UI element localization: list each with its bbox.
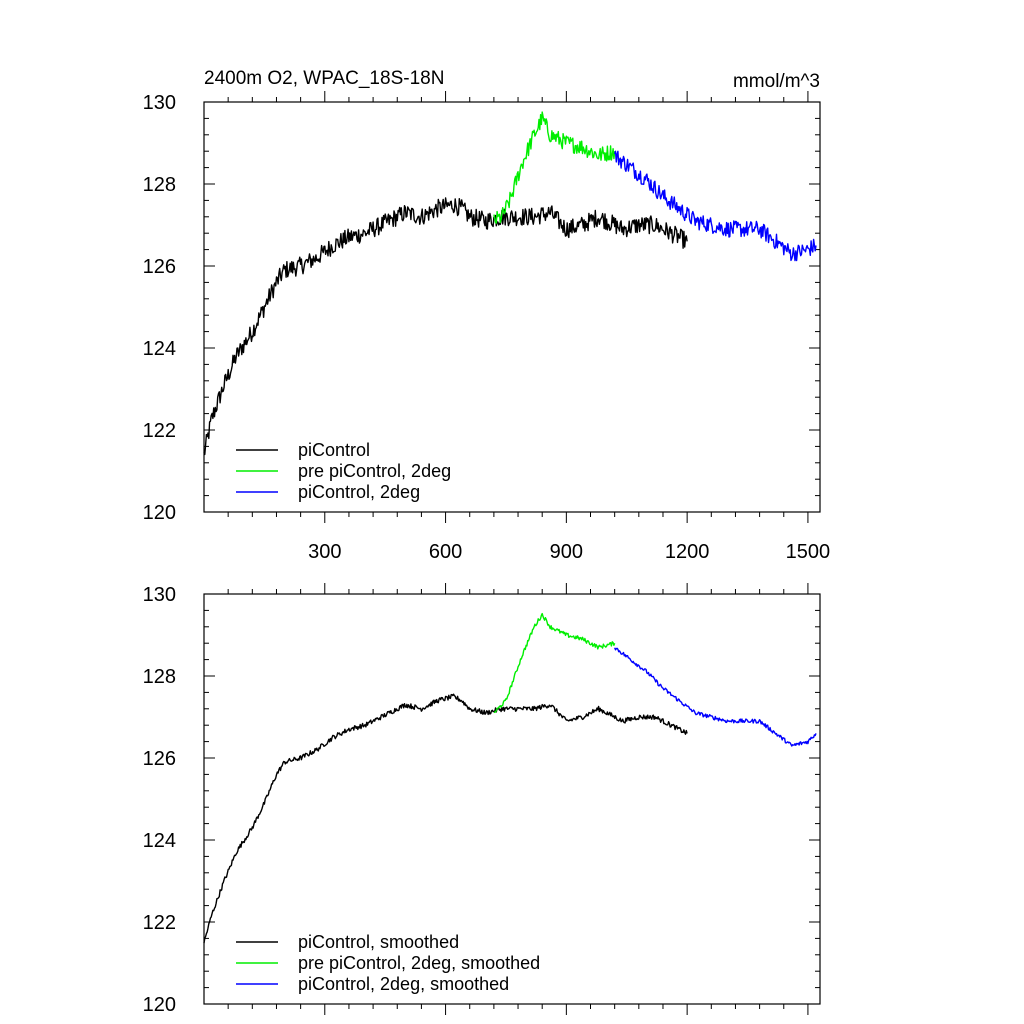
legend-label: pre piControl, 2deg <box>298 461 451 481</box>
x-tick-label: 1200 <box>665 541 710 563</box>
y-tick-label: 124 <box>143 830 176 852</box>
series-line-3 <box>614 150 817 262</box>
plot-frame <box>203 593 821 1005</box>
y-tick-label: 128 <box>143 666 176 688</box>
legend-label: piControl, smoothed <box>298 932 459 952</box>
y-tick-label: 126 <box>143 748 176 770</box>
legend-label: piControl, 2deg, smoothed <box>298 974 509 994</box>
y-tick-label: 120 <box>143 994 176 1016</box>
y-tick-label: 128 <box>143 174 176 196</box>
top-panel: 120 122 124 126 128 130 300 600 900 1200 1500 piCon… <box>143 91 831 563</box>
x-tick-label: 900 <box>550 541 583 563</box>
units-label: mmol/m^3 <box>733 71 820 92</box>
y-tick-label: 130 <box>143 92 176 114</box>
y-tick-label: 120 <box>143 502 176 524</box>
x-tick-label: 1500 <box>786 541 831 563</box>
x-tick-label: 600 <box>429 541 462 563</box>
plot-frame <box>203 101 821 513</box>
legend-label: piControl, 2deg <box>298 482 420 502</box>
series-line-2 <box>493 612 616 714</box>
series-line-3 <box>614 647 817 747</box>
y-tick-label: 130 <box>143 584 176 606</box>
bottom-panel: 120 122 124 126 128 130 piControl, smoothedpre… <box>143 583 821 1016</box>
y-tick-label: 124 <box>143 338 176 360</box>
legend-label: pre piControl, 2deg, smoothed <box>298 953 540 973</box>
series-line-2 <box>493 111 616 224</box>
y-tick-label: 126 <box>143 256 176 278</box>
series-line-1 <box>203 197 688 456</box>
legend-label: piControl <box>298 440 370 460</box>
x-tick-label: 300 <box>308 541 341 563</box>
y-tick-label: 122 <box>143 420 176 442</box>
chart-title: 2400m O2, WPAC_18S-18N <box>204 68 444 89</box>
series-line-1 <box>203 693 688 944</box>
y-tick-label: 122 <box>143 912 176 934</box>
